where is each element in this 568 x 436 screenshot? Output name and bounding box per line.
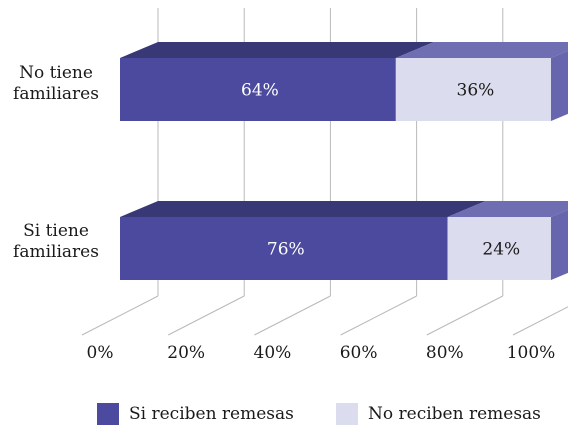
legend: Si reciben remesas No reciben remesas — [97, 403, 541, 425]
bar-segment-top — [120, 201, 486, 217]
bars — [120, 42, 568, 280]
x-tick-label: 0% — [87, 343, 114, 363]
bar-segment — [120, 217, 448, 280]
bar-segment-top — [120, 42, 434, 58]
bar-segment-top — [395, 42, 568, 58]
x-tick-label: 40% — [254, 343, 292, 363]
legend-label: Si reciben remesas — [129, 404, 294, 424]
gridline-floor — [512, 306, 568, 336]
gridline-floor — [254, 295, 331, 336]
gridline-floor — [81, 295, 159, 336]
category-label: Si tiene familiares — [13, 221, 99, 262]
category-label-line: Si tiene — [23, 221, 89, 241]
labels: 0% 20% 40% 60% 80% 100%64% 36%No tiene familiar… — [13, 63, 555, 363]
category-label-line: familiares — [13, 84, 99, 104]
data-label: 64% — [241, 81, 279, 101]
bar-segment — [395, 58, 551, 121]
gridline-floor — [167, 295, 245, 336]
category-label-line: No tiene — [19, 63, 93, 83]
gridline-floor — [340, 295, 417, 336]
legend-swatch — [97, 403, 119, 425]
bar-segment-top — [447, 201, 568, 217]
legend-swatch — [336, 403, 358, 425]
legend-label: No reciben remesas — [368, 404, 541, 424]
bar-segment — [447, 217, 551, 280]
x-tick-label: 60% — [340, 343, 378, 363]
gridline-floor — [426, 295, 504, 336]
data-label: 76% — [267, 240, 305, 260]
bar-segment — [120, 58, 396, 121]
bar-segment-side — [551, 209, 568, 280]
data-label: 36% — [457, 81, 495, 101]
x-tick-label: 20% — [167, 343, 205, 363]
bar-segment-side — [551, 50, 568, 121]
category-label-line: familiares — [13, 242, 99, 262]
x-tick-label: 80% — [426, 343, 464, 363]
data-label: 24% — [482, 240, 520, 260]
category-label: No tiene familiares — [13, 63, 99, 104]
x-tick-label: 100% — [507, 343, 556, 363]
